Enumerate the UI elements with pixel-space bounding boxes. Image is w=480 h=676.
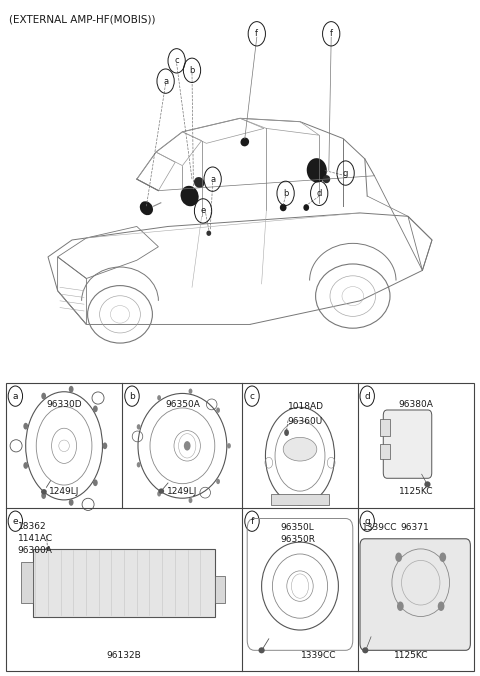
FancyBboxPatch shape xyxy=(383,410,432,479)
Text: 96350L: 96350L xyxy=(281,523,314,532)
Text: 1339CC: 1339CC xyxy=(300,652,336,660)
Ellipse shape xyxy=(180,186,199,206)
Text: a: a xyxy=(12,391,18,401)
Text: d: d xyxy=(316,189,322,198)
Circle shape xyxy=(93,479,98,486)
Circle shape xyxy=(41,393,46,400)
Ellipse shape xyxy=(158,488,164,493)
Text: 1018AD: 1018AD xyxy=(288,402,324,411)
Text: 96350A: 96350A xyxy=(165,400,200,409)
FancyBboxPatch shape xyxy=(33,549,215,617)
Circle shape xyxy=(284,429,289,436)
Circle shape xyxy=(103,442,108,449)
Circle shape xyxy=(189,498,192,503)
Ellipse shape xyxy=(41,489,47,495)
Circle shape xyxy=(227,443,231,449)
Circle shape xyxy=(41,492,46,499)
FancyBboxPatch shape xyxy=(360,539,470,650)
Circle shape xyxy=(216,408,220,413)
Text: e: e xyxy=(12,516,18,526)
Circle shape xyxy=(45,547,50,554)
Circle shape xyxy=(439,552,446,562)
Circle shape xyxy=(137,424,141,429)
Circle shape xyxy=(24,422,28,429)
Text: f: f xyxy=(330,29,333,39)
Text: b: b xyxy=(129,391,135,401)
Text: g: g xyxy=(364,516,370,526)
FancyBboxPatch shape xyxy=(271,495,329,504)
Text: 96380A: 96380A xyxy=(398,400,433,409)
Circle shape xyxy=(157,395,161,400)
Text: e: e xyxy=(201,206,205,216)
Circle shape xyxy=(69,386,73,393)
Ellipse shape xyxy=(283,437,317,461)
Text: (EXTERNAL AMP-HF(MOBIS)): (EXTERNAL AMP-HF(MOBIS)) xyxy=(9,15,155,25)
Text: 96371: 96371 xyxy=(401,523,430,532)
Text: 1141AC: 1141AC xyxy=(18,534,53,543)
Ellipse shape xyxy=(240,137,249,147)
Circle shape xyxy=(184,441,191,450)
Circle shape xyxy=(189,389,192,394)
Text: a: a xyxy=(210,174,215,184)
Circle shape xyxy=(216,479,220,484)
Text: 1125KC: 1125KC xyxy=(399,487,433,496)
Text: 1125KC: 1125KC xyxy=(394,652,428,660)
Circle shape xyxy=(157,491,161,497)
Text: 96132B: 96132B xyxy=(107,652,142,660)
Text: c: c xyxy=(250,391,254,401)
Circle shape xyxy=(438,602,444,611)
Text: 96360U: 96360U xyxy=(287,417,323,426)
FancyBboxPatch shape xyxy=(215,576,225,603)
Ellipse shape xyxy=(194,177,204,188)
Text: 96330D: 96330D xyxy=(46,400,82,409)
FancyBboxPatch shape xyxy=(21,562,33,603)
Ellipse shape xyxy=(362,648,369,653)
Ellipse shape xyxy=(303,204,309,211)
Text: g: g xyxy=(343,168,348,178)
Circle shape xyxy=(137,462,141,468)
FancyBboxPatch shape xyxy=(380,445,390,460)
Text: 1249LJ: 1249LJ xyxy=(167,487,198,496)
Circle shape xyxy=(24,462,28,469)
Ellipse shape xyxy=(206,231,211,236)
Ellipse shape xyxy=(258,648,265,653)
Text: d: d xyxy=(364,391,370,401)
Text: 1249LJ: 1249LJ xyxy=(49,487,79,496)
Ellipse shape xyxy=(307,158,327,183)
Text: b: b xyxy=(283,189,288,198)
Ellipse shape xyxy=(280,204,287,212)
Circle shape xyxy=(396,552,402,562)
Text: 18362: 18362 xyxy=(18,522,47,531)
FancyBboxPatch shape xyxy=(380,418,390,436)
Ellipse shape xyxy=(140,201,153,215)
Text: f: f xyxy=(251,516,253,526)
Text: b: b xyxy=(189,66,195,75)
Ellipse shape xyxy=(424,481,431,487)
Text: f: f xyxy=(255,29,258,39)
Text: 96300A: 96300A xyxy=(18,546,53,555)
Circle shape xyxy=(69,499,73,506)
Text: c: c xyxy=(174,56,179,66)
Text: a: a xyxy=(163,76,168,86)
Circle shape xyxy=(397,602,404,611)
Circle shape xyxy=(93,406,98,412)
Text: 96350R: 96350R xyxy=(280,535,315,544)
Text: 1339CC: 1339CC xyxy=(362,523,398,532)
Ellipse shape xyxy=(323,175,330,183)
